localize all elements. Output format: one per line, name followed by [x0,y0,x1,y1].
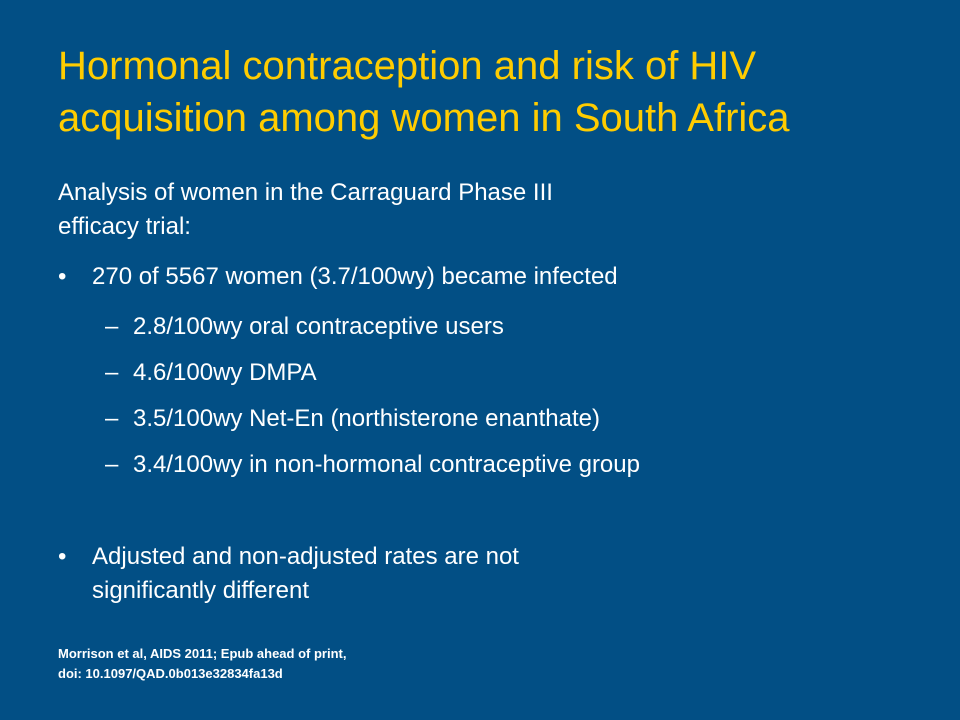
bullet-text: Adjusted and non-adjusted rates are not … [92,540,892,608]
citation-line: doi: 10.1097/QAD.0b013e32834fa13d [58,666,283,681]
bullet-text-line: Adjusted and non-adjusted rates are not [92,543,519,570]
bullet-text-line: significantly different [92,577,310,604]
sub-item-text: 3.4/100wy in non-hormonal contraceptive … [133,451,640,478]
sub-item-text: 2.8/100wy oral contraceptive users [133,313,504,340]
citation-line: Morrison et al, AIDS 2011; Epub ahead of… [58,646,347,661]
slide-title-line: acquisition among women in South Africa [58,96,790,140]
sub-item-text: 4.6/100wy DMPA [133,359,317,386]
dash-marker: – [105,313,119,340]
dash-marker: – [105,451,119,478]
bullet-marker: • [58,543,67,570]
intro-line: efficacy trial: [58,213,191,240]
dash-marker: – [105,405,119,432]
intro-line: Analysis of women in the Carraguard Phas… [58,179,553,206]
bullet-text-line: 270 of 5567 women (3.7/100wy) became inf… [92,263,618,290]
intro-text: Analysis of women in the Carraguard Phas… [58,176,778,244]
slide-title: Hormonal contraception and risk of HIV a… [58,40,948,144]
dash-marker: – [105,359,119,386]
bullet-marker: • [58,263,67,290]
citation: Morrison et al, AIDS 2011; Epub ahead of… [58,644,346,684]
bullet-text: 270 of 5567 women (3.7/100wy) became inf… [92,260,892,294]
slide-title-line: Hormonal contraception and risk of HIV [58,44,757,88]
sub-item-text: 3.5/100wy Net-En (northisterone enanthat… [133,405,600,432]
